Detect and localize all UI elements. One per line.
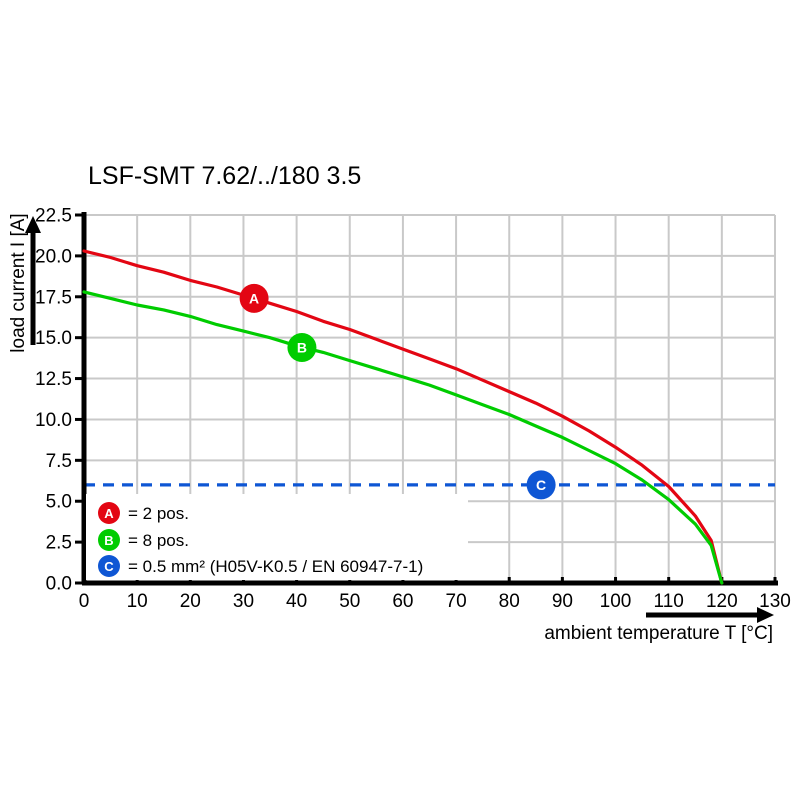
x-tick-label: 60 <box>392 591 413 612</box>
legend-marker-c-letter: C <box>104 559 114 574</box>
x-tick-label: 100 <box>600 591 632 612</box>
axes <box>81 212 778 586</box>
x-tick-label: 0 <box>79 591 90 612</box>
legend-marker-a-icon <box>98 502 120 524</box>
legend-marker-b-icon <box>98 529 120 551</box>
x-tick-label: 30 <box>233 591 254 612</box>
y-tick-label: 0.0 <box>46 574 72 595</box>
x-tick-label: 80 <box>499 591 520 612</box>
legend-marker-c-icon <box>98 555 120 577</box>
legend-marker-b-letter: B <box>104 533 113 548</box>
legend-background <box>86 494 468 580</box>
x-tick-label: 10 <box>127 591 148 612</box>
y-tick-label: 10.0 <box>35 410 72 431</box>
legend-item-a: A = 2 pos. <box>98 502 189 524</box>
marker-b-icon <box>287 332 317 362</box>
x-tick-label: 20 <box>180 591 201 612</box>
x-tick-label: 90 <box>552 591 573 612</box>
marker-b-letter: B <box>297 339 307 355</box>
legend: A = 2 pos. B = 8 pos. C = 0.5 mm² (H05V-… <box>86 494 468 580</box>
y-tick-label: 15.0 <box>35 328 72 349</box>
y-tick-label: 5.0 <box>46 492 72 513</box>
x-axis-arrow <box>646 607 774 623</box>
legend-marker-a-letter: A <box>104 506 114 521</box>
chart-title: LSF-SMT 7.62/../180 3.5 <box>88 162 361 190</box>
marker-c-icon <box>526 470 556 500</box>
x-axis-label: ambient temperature T [°C] <box>544 623 773 644</box>
x-tick-label: 40 <box>286 591 307 612</box>
legend-item-c: C = 0.5 mm² (H05V-K0.5 / EN 60947-7-1) <box>98 555 423 577</box>
tick-marks-and-labels: 0.0 2.5 5.0 7.5 10.0 12.5 15.0 17.5 20.0 22.5 0 10 2… <box>35 206 791 613</box>
y-axis-label: load current I [A] <box>8 213 29 352</box>
y-tick-label: 2.5 <box>46 533 72 554</box>
marker-a-icon <box>239 283 269 313</box>
legend-item-b: B = 8 pos. <box>98 529 189 551</box>
x-tick-label: 70 <box>446 591 467 612</box>
curves <box>82 249 724 585</box>
y-tick-label: 7.5 <box>46 451 72 472</box>
curve-a <box>82 249 724 585</box>
curve-markers: A B C <box>239 283 556 500</box>
legend-label-c: = 0.5 mm² (H05V-K0.5 / EN 60947-7-1) <box>128 557 423 576</box>
y-tick-label: 12.5 <box>35 369 72 390</box>
legend-label-b: = 8 pos. <box>128 531 189 550</box>
x-tick-label: 50 <box>339 591 360 612</box>
x-tick-label: 120 <box>706 591 738 612</box>
curve-b <box>82 290 724 585</box>
y-tick-label: 20.0 <box>35 246 72 267</box>
y-axis-arrow <box>25 216 41 345</box>
x-tick-label: 110 <box>654 591 684 612</box>
legend-label-a: = 2 pos. <box>128 504 189 523</box>
y-tick-label: 22.5 <box>35 206 72 227</box>
marker-c-letter: C <box>536 477 546 493</box>
x-tick-label: 130 <box>759 591 791 612</box>
grid-lines <box>83 214 776 584</box>
marker-a-letter: A <box>249 290 259 306</box>
y-tick-label: 17.5 <box>35 287 72 308</box>
